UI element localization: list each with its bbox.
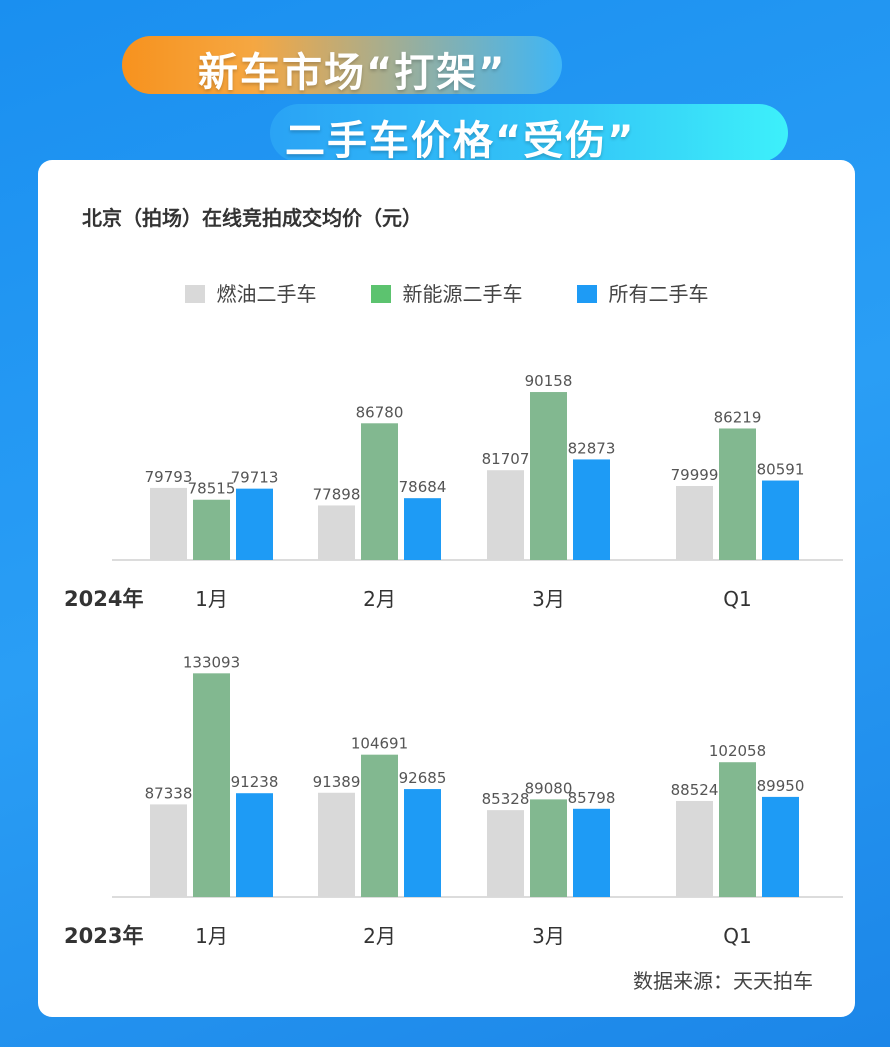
bar	[361, 423, 398, 560]
data-label: 80591	[757, 461, 805, 479]
data-label: 79999	[671, 466, 719, 484]
data-label: 91389	[313, 773, 361, 791]
bar	[530, 392, 567, 560]
x-tick-label: 2月	[363, 924, 396, 948]
year-label: 2023年	[64, 924, 143, 948]
bar	[762, 480, 799, 560]
bar	[404, 789, 441, 897]
bar	[404, 498, 441, 560]
data-label: 87338	[145, 784, 193, 802]
bar	[318, 505, 355, 560]
data-label: 85798	[568, 789, 616, 807]
year-label: 2024年	[64, 587, 143, 611]
bar	[150, 487, 187, 560]
legend-item-fuel: 燃油二手车	[184, 278, 317, 307]
data-label: 102058	[709, 742, 766, 760]
x-tick-label: Q1	[723, 587, 751, 611]
data-label: 85328	[482, 790, 530, 808]
data-label: 86219	[714, 408, 762, 426]
bar	[762, 796, 799, 897]
data-label: 78684	[399, 478, 447, 496]
x-tick-label: 3月	[532, 587, 565, 611]
data-label: 79713	[231, 469, 279, 487]
bar	[318, 792, 355, 897]
headline-line1: 新车市场“打架”	[198, 50, 507, 96]
bar	[150, 804, 187, 897]
x-tick-label: 1月	[195, 924, 228, 948]
headline-line2: 二手车价格“受伤”	[285, 118, 636, 164]
data-label: 77898	[313, 485, 361, 503]
data-source: 数据来源：天天拍车	[633, 969, 813, 993]
legend-item-nev: 新能源二手车	[370, 278, 523, 307]
bar	[193, 499, 230, 560]
legend: 燃油二手车 新能源二手车 所有二手车	[38, 278, 855, 307]
legend-item-all: 所有二手车	[576, 278, 709, 307]
data-label: 79793	[145, 468, 193, 486]
data-label: 91238	[231, 773, 279, 791]
bar	[676, 486, 713, 560]
data-label: 86780	[356, 403, 404, 421]
data-label: 89950	[757, 777, 805, 795]
headline-banner-1	[122, 36, 562, 94]
bar	[487, 810, 524, 897]
data-label: 133093	[183, 653, 240, 671]
x-tick-label: 2月	[363, 587, 396, 611]
data-label: 90158	[525, 372, 573, 390]
bar	[573, 808, 610, 897]
bar	[719, 428, 756, 560]
bar	[236, 793, 273, 897]
bar	[193, 673, 230, 897]
bar	[530, 799, 567, 897]
headline-banner-2	[270, 104, 788, 162]
data-label: 81707	[482, 450, 530, 468]
data-label: 78515	[188, 480, 236, 498]
bar	[236, 488, 273, 560]
chart-card: 北京（拍场）在线竞拍成交均价（元） 燃油二手车 新能源二手车 所有二手车 202…	[38, 160, 855, 1017]
data-label: 82873	[568, 439, 616, 457]
bar	[487, 470, 524, 560]
bar	[676, 800, 713, 897]
data-label: 104691	[351, 735, 408, 753]
chart-title: 北京（拍场）在线竞拍成交均价（元）	[82, 206, 422, 230]
data-label: 88524	[671, 781, 719, 799]
data-label: 89080	[525, 779, 573, 797]
x-tick-label: 3月	[532, 924, 565, 948]
bar	[719, 762, 756, 897]
x-tick-label: Q1	[723, 924, 751, 948]
data-label: 92685	[399, 769, 447, 787]
x-tick-label: 1月	[195, 587, 228, 611]
bar	[573, 459, 610, 560]
bar	[361, 754, 398, 897]
